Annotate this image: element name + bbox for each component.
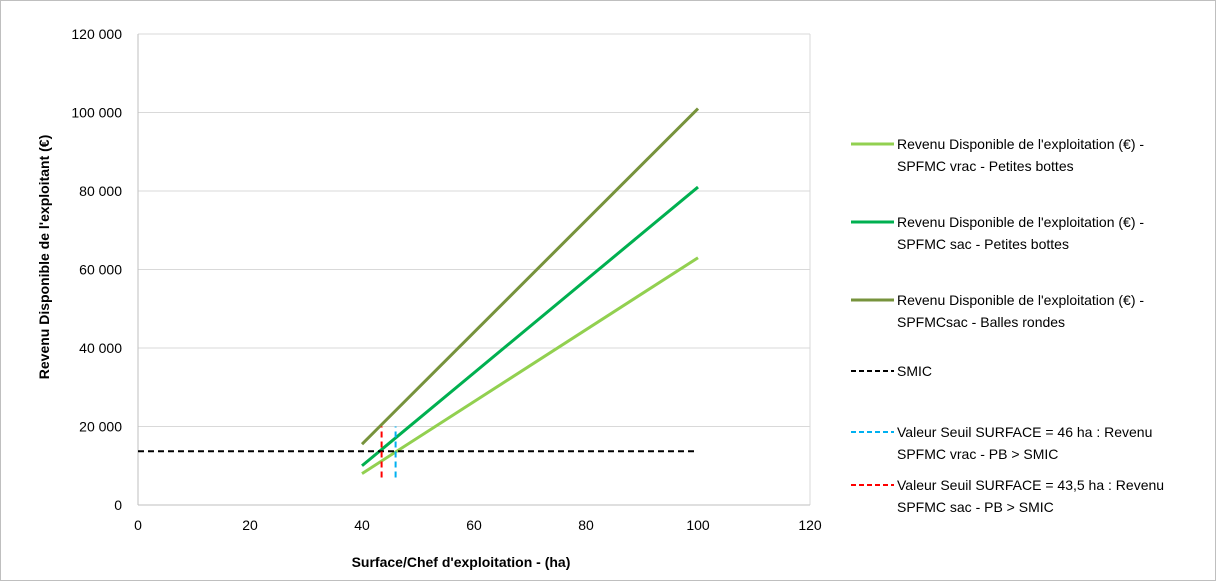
y-tick-label: 60 000 <box>79 262 122 278</box>
legend-label-5: SPFMC vrac - PB > SMIC <box>897 446 1058 462</box>
legend-label-2: SPFMC sac - Petites bottes <box>897 236 1069 252</box>
x-tick-label: 40 <box>354 517 370 533</box>
series-line-2 <box>361 185 699 467</box>
y-axis-title: Revenu Disponible de l'exploitant (€) <box>36 135 52 379</box>
grid-lines <box>138 33 811 506</box>
legend-label-2: Revenu Disponible de l'exploitation (€) … <box>897 214 1144 230</box>
y-tick-label: 100 000 <box>71 105 122 121</box>
axes <box>137 34 810 506</box>
legend-label-4: SMIC <box>897 363 932 379</box>
legend-label-1: Revenu Disponible de l'exploitation (€) … <box>897 136 1144 152</box>
x-tick-label: 100 <box>686 517 710 533</box>
legend-label-6: SPFMC sac - PB > SMIC <box>897 499 1054 515</box>
x-tick-label: 20 <box>242 517 258 533</box>
legend-label-3: Revenu Disponible de l'exploitation (€) … <box>897 292 1144 308</box>
legend-label-5: Valeur Seuil SURFACE = 46 ha : Revenu <box>897 424 1152 440</box>
legend-label-6: Valeur Seuil SURFACE = 43,5 ha : Revenu <box>897 477 1164 493</box>
series-line-3 <box>360 107 700 446</box>
x-tick-label: 60 <box>466 517 482 533</box>
y-tick-label: 80 000 <box>79 183 122 199</box>
y-tick-label: 0 <box>114 497 122 513</box>
x-tick-label: 0 <box>134 517 142 533</box>
y-tick-label: 120 000 <box>71 26 122 42</box>
legend-label-1: SPFMC vrac - Petites bottes <box>897 158 1074 174</box>
x-tick-label: 120 <box>798 517 822 533</box>
legend: Revenu Disponible de l'exploitation (€) … <box>851 136 1164 515</box>
x-axis-title: Surface/Chef d'exploitation - (ha) <box>352 554 571 570</box>
y-tick-label: 40 000 <box>79 340 122 356</box>
y-tick-label: 20 000 <box>79 419 122 435</box>
legend-label-3: SPFMCsac - Balles rondes <box>897 314 1065 330</box>
tick-labels: 0 20 000 40 000 60 000 80 000 100 000 120 000 0… <box>71 26 822 533</box>
series-line-1 <box>361 256 699 475</box>
x-tick-label: 80 <box>578 517 594 533</box>
series-lines <box>138 107 700 478</box>
